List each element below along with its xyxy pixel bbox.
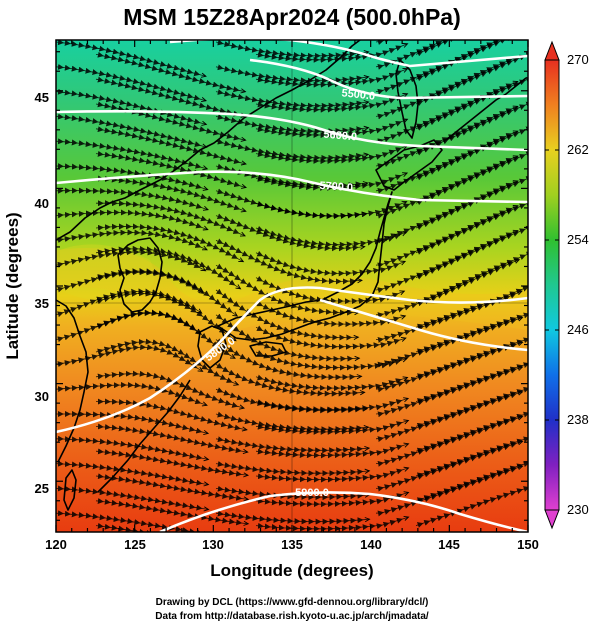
x-tick-label: 135 [281, 537, 303, 552]
streamline [95, 522, 243, 532]
contour-label-5900: 5900.0 [295, 487, 329, 499]
streamline-arrow [513, 7, 518, 11]
streamline-arrow [403, 515, 410, 521]
streamline-arrow [195, 328, 202, 335]
streamline [56, 248, 206, 272]
contour-5900 [159, 491, 528, 532]
coastline-honshu [217, 191, 393, 341]
streamline [255, 516, 409, 532]
credit-line-1: Drawing by DCL (https://www.gfd-dennou.o… [156, 597, 429, 608]
coastline-sakhalin [395, 59, 419, 139]
streamline-arrow [516, 290, 523, 296]
streamline [56, 288, 202, 318]
streamline [56, 344, 203, 372]
streamline [56, 269, 204, 294]
contour-5850 [319, 298, 528, 352]
contour-label-5600: 5600.0 [323, 129, 358, 144]
y-axis-ticks [56, 51, 528, 521]
colorbar-label: 270 [567, 52, 589, 67]
streamline-arrow [512, 105, 519, 111]
colorbar-label: 238 [567, 412, 589, 427]
x-tick-label: 145 [438, 537, 460, 552]
streamline-arrow [512, 205, 519, 210]
x-tick-label: 150 [517, 537, 539, 552]
streamline-arrow [553, 18, 558, 22]
x-axis-title: Longitude (degrees) [210, 561, 373, 580]
x-tick-label: 130 [202, 537, 224, 552]
streamline-arrow [517, 390, 524, 396]
chart-title: MSM 15Z28Apr2024 (500.0hPa) [123, 4, 461, 30]
x-tick-label: 140 [360, 537, 382, 552]
contour-5550 [249, 58, 528, 100]
streamline-arrow [512, 130, 519, 136]
streamline-arrow [517, 341, 524, 347]
x-tick-label: 120 [45, 537, 67, 552]
y-tick-labels: 25 30 35 40 45 [35, 90, 49, 496]
streamline [56, 309, 201, 343]
streamline-arrow [517, 465, 524, 470]
y-tick-label: 25 [35, 481, 49, 496]
colorbar-upper-triangle [544, 40, 560, 61]
x-tick-labels: 120 125 130 135 140 145 150 [45, 537, 539, 552]
colorbar-label: 254 [567, 232, 589, 247]
contour-5800 [56, 286, 528, 434]
streamline-arrow [517, 415, 524, 421]
y-tick-label: 40 [35, 196, 49, 211]
streamline-arrow [512, 229, 519, 235]
contour-label-5700: 5700.0 [319, 180, 353, 194]
height-contours [56, 40, 528, 532]
coastline-korea [117, 237, 163, 313]
streamline-arrow [514, 258, 521, 264]
streamline [56, 381, 208, 406]
streamline-arrow [512, 155, 519, 161]
coastline-kyushu [197, 325, 227, 369]
colorbar-label: 262 [567, 142, 589, 157]
contour-5500 [169, 40, 528, 68]
credit-line-2: Data from http://database.rish.kyoto-u.a… [155, 611, 429, 622]
streamline-arrow [512, 80, 519, 86]
streamline [56, 209, 208, 230]
coastline-shikoku [249, 341, 287, 357]
coastline-china-east [56, 299, 89, 463]
x-tick-label: 125 [124, 537, 146, 552]
contour-5700 [56, 170, 528, 204]
x-axis-ticks [55, 40, 529, 532]
coastline-taiwan [63, 469, 77, 511]
coastline-hokkaido [375, 139, 443, 191]
streamline-arrow [517, 365, 524, 371]
colorbar-ramp [544, 59, 560, 511]
streamline [415, 478, 528, 528]
coastline-kurils [445, 77, 527, 141]
streamline-arrow [513, 32, 518, 36]
streamline-arrow [517, 440, 524, 446]
y-tick-label: 35 [35, 296, 49, 311]
wind-streamlines [56, 7, 558, 550]
streamline-arrow [244, 546, 249, 550]
streamline [56, 229, 208, 251]
contour-5600 [56, 110, 528, 152]
streamline-arrow [517, 316, 524, 322]
y-axis-title: Latitude (degrees) [3, 212, 22, 359]
coastline-ryukyu [97, 379, 191, 493]
colorbar-lower-triangle [544, 509, 560, 530]
streamline-arrow [512, 180, 519, 185]
y-tick-label: 45 [35, 90, 49, 105]
colorbar-ticks [545, 149, 559, 421]
y-tick-label: 30 [35, 389, 49, 404]
colorbar: 270 262 254 246 238 230 [544, 40, 589, 530]
contour-label-5500: 5500.0 [341, 87, 376, 102]
colorbar-label: 230 [567, 502, 589, 517]
colorbar-label: 246 [567, 322, 589, 337]
